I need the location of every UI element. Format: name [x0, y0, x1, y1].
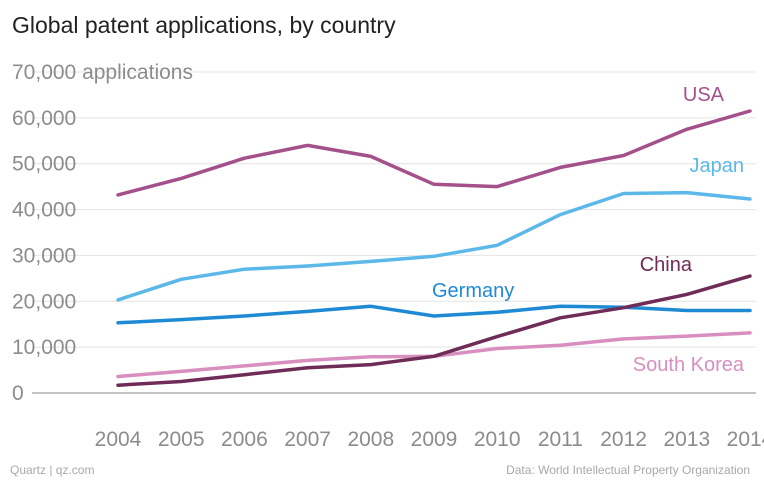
series-line-china: [116, 274, 752, 387]
y-tick-label: 10,000: [12, 336, 76, 359]
y-tick-label: 20,000: [12, 290, 76, 313]
x-tick-label: 2006: [221, 428, 268, 451]
series-label-china: China: [640, 254, 693, 276]
series-label-usa: USA: [683, 84, 725, 106]
x-tick-label: 2013: [663, 428, 710, 451]
x-tick-label: 2011: [538, 428, 583, 451]
series-line-germany: [116, 304, 752, 325]
chart-title: Global patent applications, by country: [12, 12, 396, 38]
series-labels: USA Japan Germany China South Korea: [432, 84, 745, 376]
y-tick-label: 60,000: [12, 107, 76, 130]
gridlines: [32, 71, 756, 394]
y-tick-label: 30,000: [12, 244, 76, 267]
y-tick-label: 0: [12, 382, 24, 405]
footer-source: Data: World Intellectual Property Organi…: [506, 463, 750, 477]
x-tick-label: 2009: [411, 428, 458, 451]
series-lines: [116, 109, 752, 387]
series-line-japan: [116, 190, 752, 302]
footer-credit: Quartz | qz.com: [10, 463, 95, 477]
y-tick-label: 50,000: [12, 153, 76, 176]
x-tick-label: 2008: [347, 428, 394, 451]
series-label-germany: Germany: [432, 280, 514, 302]
series-label-japan: Japan: [690, 155, 745, 177]
x-tick-label: 2010: [474, 428, 521, 451]
y-tick-label: 70,000 applications: [12, 61, 193, 84]
x-tick-label: 2014: [727, 428, 764, 451]
series-line-usa: [116, 109, 752, 197]
x-axis-ticks: 2004 2005 2006 2007 2008 2009 2010 2011 2012 2013…: [95, 428, 764, 451]
x-tick-label: 2012: [600, 428, 647, 451]
series-label-south-korea: South Korea: [633, 354, 745, 376]
x-tick-label: 2005: [158, 428, 205, 451]
y-axis-ticks: 0 10,000 20,000 30,000 40,000 50,000 60,000 70,…: [12, 61, 193, 405]
x-tick-label: 2004: [95, 428, 142, 451]
x-tick-label: 2007: [284, 428, 331, 451]
y-tick-label: 40,000: [12, 199, 76, 222]
